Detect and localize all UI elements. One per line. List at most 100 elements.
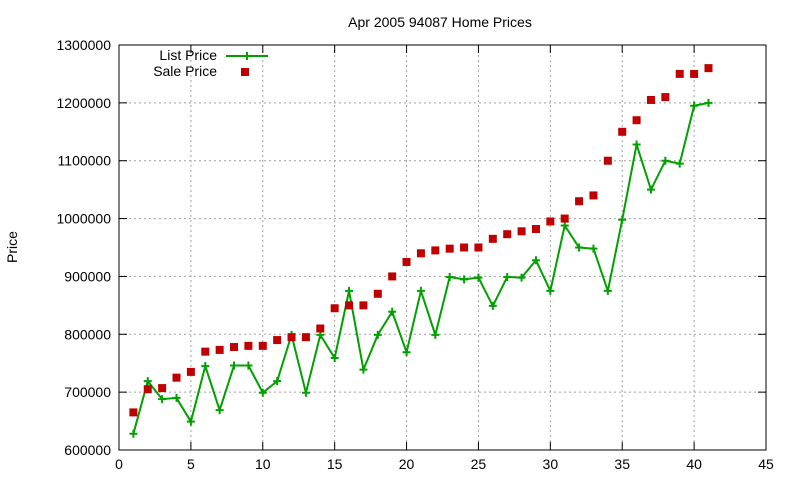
list-price-point <box>603 286 612 295</box>
sale-price-point <box>316 324 325 333</box>
x-tick-label: 45 <box>758 456 774 472</box>
legend-marker <box>241 68 249 76</box>
sale-price-point <box>546 217 555 226</box>
sale-price-point <box>330 304 339 313</box>
list-price-point <box>244 361 253 370</box>
list-price-point <box>690 101 699 110</box>
list-price-point <box>416 286 425 295</box>
sale-price-point <box>158 384 167 393</box>
x-tick-label: 25 <box>471 456 487 472</box>
sale-price-point <box>273 336 282 345</box>
list-price-line <box>132 101 709 435</box>
list-price-point <box>388 307 397 316</box>
list-price-point <box>129 429 138 438</box>
list-price-point <box>661 156 670 165</box>
x-axis: 0 5 10 15 20 25 30 35 40 45 <box>115 45 774 472</box>
y-tick-label: 1300000 <box>56 37 111 53</box>
series-list-price <box>129 98 713 438</box>
sale-price-point <box>388 272 397 281</box>
x-tick-label: 5 <box>187 456 195 472</box>
y-tick-label: 800000 <box>64 326 111 342</box>
sale-price-point <box>503 230 512 239</box>
legend-swatch-sale-price <box>241 68 249 76</box>
sale-price-point <box>474 243 483 252</box>
list-price-point <box>373 330 382 339</box>
sale-price-point <box>359 301 368 310</box>
list-price-point <box>704 98 713 107</box>
x-tick-label: 30 <box>543 456 559 472</box>
x-tick-label: 40 <box>686 456 702 472</box>
list-price-point <box>301 388 310 397</box>
sale-price-point <box>416 249 425 258</box>
list-price-point <box>230 361 239 370</box>
list-price-point <box>186 417 195 426</box>
x-tick-label: 15 <box>327 456 343 472</box>
sale-price-point <box>129 408 138 417</box>
x-tick-label: 35 <box>614 456 630 472</box>
plot-frame <box>118 44 767 451</box>
sale-price-point <box>402 257 411 266</box>
sale-price-point <box>301 333 310 342</box>
list-price-point <box>646 185 655 194</box>
y-axis-label: Price <box>4 231 20 263</box>
list-price-point <box>330 354 339 363</box>
list-price-point <box>345 286 354 295</box>
sale-price-point <box>517 227 526 236</box>
sale-price-point <box>560 214 569 223</box>
x-tick-label: 10 <box>255 456 271 472</box>
sale-price-point <box>244 341 253 350</box>
y-tick-label: 700000 <box>64 384 111 400</box>
list-price-point <box>273 377 282 386</box>
series-sale-price <box>129 64 713 417</box>
legend-swatch-list-price <box>226 52 268 60</box>
list-price-point <box>258 388 267 397</box>
list-price-point <box>359 365 368 374</box>
list-price-point <box>143 377 152 386</box>
list-price-point <box>215 406 224 415</box>
list-price-point <box>158 395 167 404</box>
list-price-point <box>589 244 598 253</box>
sale-price-point <box>373 289 382 298</box>
sale-price-point <box>431 246 440 255</box>
y-axis: 600000 700000 800000 900000 1000000 1100000 12… <box>56 37 766 458</box>
list-price-point <box>517 273 526 282</box>
list-price-point <box>503 273 512 282</box>
legend-label-list-price: List Price <box>159 47 217 63</box>
sale-price-point <box>603 156 612 165</box>
y-tick-label: 900000 <box>64 268 111 284</box>
list-price-point <box>172 393 181 402</box>
sale-price-point <box>704 64 713 73</box>
sale-price-point <box>258 341 267 350</box>
list-price-point <box>445 273 454 282</box>
list-price-point <box>560 221 569 230</box>
sale-price-point <box>186 367 195 376</box>
sale-price-point <box>201 347 210 356</box>
series <box>129 64 713 438</box>
list-price-point <box>431 330 440 339</box>
sale-price-point <box>690 69 699 78</box>
sale-price-point <box>531 224 540 233</box>
sale-price-point <box>172 373 181 382</box>
sale-price-point <box>215 345 224 354</box>
sale-price-point <box>345 301 354 310</box>
list-price-point <box>474 273 483 282</box>
x-tick-label: 0 <box>115 456 123 472</box>
legend-label-sale-price: Sale Price <box>153 63 217 79</box>
y-tick-label: 600000 <box>64 442 111 458</box>
list-price-point <box>531 256 540 265</box>
y-tick-label: 1100000 <box>58 153 112 169</box>
legend: List Price Sale Price <box>153 47 268 79</box>
list-price-point <box>632 140 641 149</box>
sale-price-point <box>488 234 497 243</box>
grid-lines <box>119 45 766 450</box>
y-tick-label: 1000000 <box>56 211 111 227</box>
list-price-point <box>402 348 411 357</box>
sale-price-point <box>661 93 670 102</box>
sale-price-point <box>632 116 641 125</box>
sale-price-point <box>460 243 469 252</box>
list-price-point <box>575 243 584 252</box>
sale-price-point <box>230 343 239 352</box>
list-price-point <box>201 362 210 371</box>
chart-title: Apr 2005 94087 Home Prices <box>348 14 532 30</box>
